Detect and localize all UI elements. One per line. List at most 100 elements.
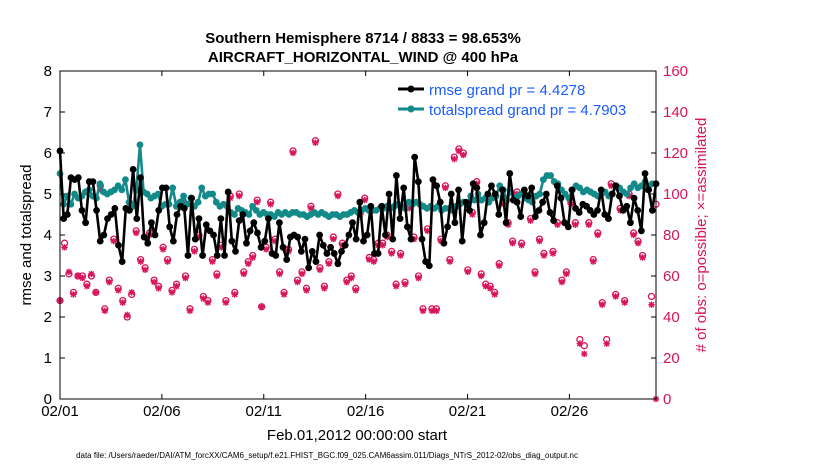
obs-assimilated-stroke [83, 283, 90, 290]
obs-assimilated-stroke [487, 285, 494, 292]
rmse-point [429, 176, 437, 184]
obs-assimilated-stroke [92, 289, 99, 296]
obs-assimilated-point [594, 231, 601, 239]
obs-assimilated-stroke [420, 307, 426, 314]
obs-assimilated-point [419, 307, 427, 315]
rmse-point [96, 237, 104, 245]
rmse-point [301, 235, 309, 243]
obs-assimilated-stroke [142, 266, 149, 273]
y-right-tick-label-2: 40 [663, 309, 680, 326]
obs-assimilated-point [164, 258, 171, 265]
obs-assimilated-point [222, 299, 230, 306]
obs-assimilated-point [486, 285, 494, 292]
obs-assimilated-point [79, 274, 86, 282]
obs-assimilated-point [401, 281, 409, 288]
obs-assimilated-stroke [200, 295, 207, 302]
spread-point [194, 198, 202, 206]
rmse-point [488, 182, 495, 190]
rmse-point [63, 211, 71, 218]
y-left-tick-label-2: 2 [44, 309, 52, 326]
rmse-point [546, 209, 554, 216]
obs-assimilated-stroke [563, 271, 570, 277]
rmse-point [345, 231, 353, 239]
rmse-point [594, 207, 601, 214]
obs-assimilated-point [186, 307, 194, 315]
rmse-point [553, 182, 561, 190]
obs-assimilated-point [119, 299, 126, 306]
plot-area [60, 71, 656, 399]
obs-assimilated-point [433, 307, 440, 315]
rmse-point [151, 231, 159, 239]
obs-possible-point [647, 292, 656, 301]
obs-assimilated-point [415, 274, 422, 282]
rmse-point [608, 190, 616, 198]
obs-assimilated-stroke [590, 258, 597, 265]
obs-assimilated-stroke [397, 252, 404, 259]
y-right-tick-label-5: 100 [663, 186, 688, 203]
rmse-point [352, 235, 360, 243]
rmse-point [557, 194, 565, 202]
obs-assimilated-point [280, 291, 288, 298]
obs-assimilated-stroke [281, 291, 287, 298]
obs-assimilated-point [168, 289, 176, 296]
rmse-point [466, 207, 473, 214]
obs-assimilated-stroke [429, 307, 435, 314]
obs-assimilated-point [563, 270, 570, 278]
rmse-point [334, 260, 342, 268]
rmse-point [400, 184, 408, 192]
rmse-point [265, 215, 272, 223]
rmse-point [224, 188, 232, 196]
x-tick-label-5: 02/26 [551, 403, 589, 420]
obs-assimilated-point [267, 201, 274, 208]
rmse-point [418, 235, 426, 243]
rmse-point [451, 219, 459, 227]
x-tick-label-2: 02/11 [246, 403, 282, 420]
rmse-point [641, 170, 649, 177]
obs-assimilated-stroke [464, 269, 471, 275]
obs-assimilated-stroke [137, 258, 144, 265]
spread-point [209, 190, 217, 198]
y-left-tick-label-0: 0 [44, 391, 52, 408]
rmse-point [425, 262, 433, 270]
rmse-point [392, 172, 400, 179]
x-tick-label-1: 02/06 [143, 403, 181, 420]
obs-assimilated-stroke [276, 271, 283, 277]
obs-assimilated-point [253, 199, 261, 206]
obs-assimilated-stroke [451, 156, 458, 163]
rmse-point [166, 223, 174, 231]
obs-assimilated-stroke [509, 240, 516, 247]
obs-assimilated-point [603, 340, 610, 347]
rmse-point [210, 231, 217, 239]
data-file-footnote: data file: /Users/raeder/DAI/ATM_forcXX/… [76, 451, 578, 460]
y-axis-label-left: rmse and totalspread [18, 165, 35, 306]
rmse-point [389, 235, 397, 243]
rmse-point [385, 190, 393, 198]
obs-assimilated-stroke [603, 340, 610, 347]
obs-assimilated-point [200, 295, 207, 302]
rmse-point [484, 190, 492, 198]
obs-assimilated-stroke [635, 240, 641, 247]
obs-assimilated-point [240, 270, 247, 278]
obs-assimilated-stroke [249, 254, 256, 261]
rmse-point [436, 198, 444, 206]
rmse-point [111, 204, 119, 212]
rmse-point [330, 250, 338, 257]
rmse-point [382, 231, 389, 239]
obs-assimilated-stroke [191, 248, 198, 255]
obs-assimilated-stroke [402, 281, 408, 288]
spread-point [198, 184, 206, 192]
obs-assimilated-stroke [119, 299, 126, 306]
obs-assimilated-point [316, 266, 324, 274]
rmse-point [78, 207, 86, 214]
rmse-point [477, 231, 484, 239]
spread-point [136, 141, 144, 149]
rmse-point [528, 184, 536, 192]
y-left-tick-label-3: 3 [44, 268, 52, 285]
x-tick-label-0: 02/01 [41, 403, 79, 420]
obs-assimilated-stroke [527, 217, 534, 224]
obs-assimilated-point [599, 301, 606, 308]
obs-assimilated-stroke [222, 299, 229, 306]
rmse-point [539, 198, 547, 206]
y-right-tick-label-8: 160 [663, 63, 688, 80]
obs-assimilated-point [262, 246, 270, 253]
